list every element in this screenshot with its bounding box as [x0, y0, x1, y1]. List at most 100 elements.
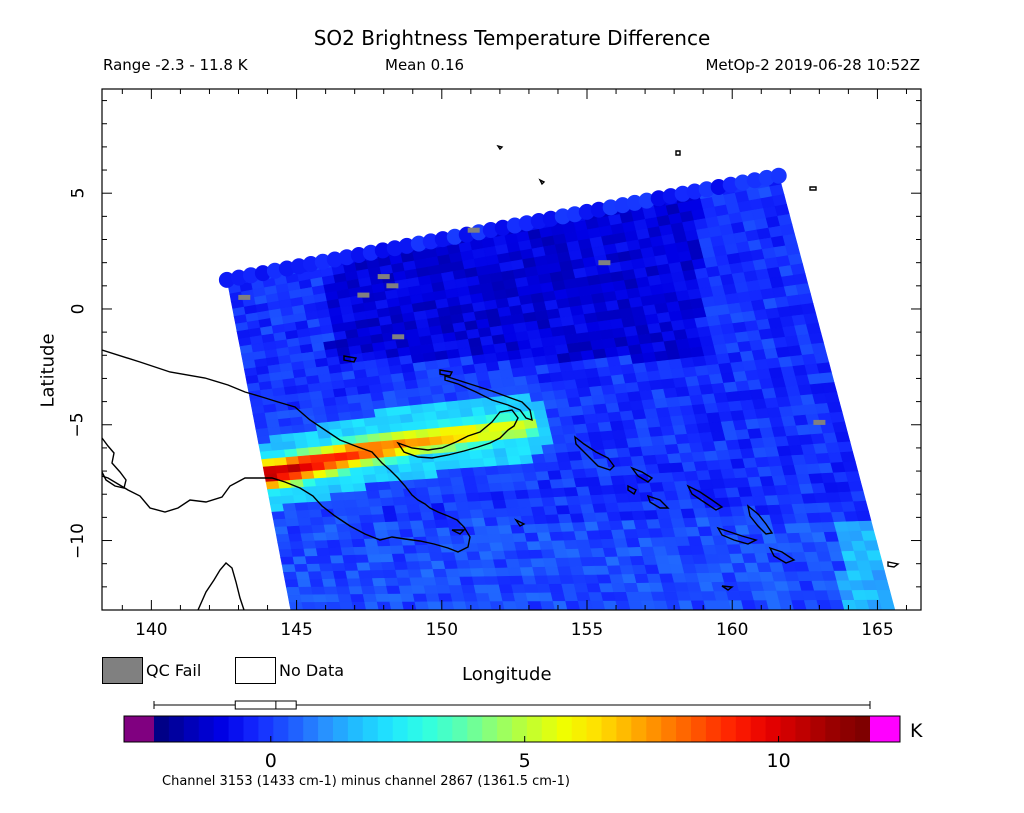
swath-pixel	[621, 574, 638, 584]
swath-pixel	[314, 540, 330, 549]
swath-pixel	[355, 498, 371, 509]
swath-pixel	[420, 569, 436, 579]
colorbar-cell	[691, 716, 707, 742]
colorbar-cell	[228, 716, 244, 742]
swath-edge-footprint	[566, 206, 583, 223]
swath-pixel	[646, 519, 662, 530]
swath-pixel	[349, 467, 364, 477]
swath-pixel	[521, 357, 536, 368]
colorbar-over-swatch	[870, 716, 900, 742]
swath-pixel	[652, 546, 668, 557]
swath-pixel	[537, 479, 553, 490]
x-tick-label: 165	[861, 620, 894, 640]
swath-pixel	[414, 601, 430, 610]
swath-pixel	[800, 302, 817, 316]
swath-pixel	[437, 477, 453, 488]
swath-pixel	[816, 600, 833, 610]
swath-pixel	[654, 555, 671, 566]
swath-pixel	[605, 556, 621, 567]
swath-pixel	[283, 510, 299, 520]
swath-pixel	[281, 564, 297, 573]
colorbar-cell	[377, 716, 394, 742]
swath-pixel	[385, 406, 401, 417]
swath-pixel	[531, 346, 546, 358]
colorbar-cell	[303, 716, 319, 742]
swath-pixel	[407, 396, 423, 407]
swath-pixel	[527, 436, 543, 447]
swath-pixel	[354, 434, 370, 445]
swath-pixel	[411, 470, 427, 481]
swath-pixel	[611, 529, 627, 540]
swath-pixel	[551, 380, 566, 392]
swath-pixel	[547, 363, 562, 374]
swath-pixel	[364, 482, 380, 492]
swath-edge-footprint	[398, 237, 415, 254]
swath-pixel	[267, 488, 282, 498]
swath-pixel	[348, 402, 363, 413]
swath-pixel	[497, 359, 513, 371]
swath-pixel	[525, 427, 541, 439]
swath-pixel	[445, 568, 461, 578]
swath-pixel	[455, 560, 471, 570]
swath-pixel	[625, 537, 641, 549]
swath-pixel	[368, 441, 383, 451]
swath-pixel	[590, 547, 606, 558]
swath-pixel	[676, 490, 692, 501]
swath-pixel	[370, 570, 386, 579]
swath-pixel	[467, 500, 483, 511]
island-small-j	[538, 178, 546, 186]
swath-pixel	[332, 444, 347, 454]
swath-pixel	[270, 441, 285, 452]
swath-pixel	[404, 553, 420, 563]
swath-pixel	[352, 482, 368, 493]
swath-edge-footprint	[494, 219, 511, 236]
swath-pixel	[458, 459, 474, 469]
swath-pixel	[437, 418, 452, 429]
swath-pixel	[423, 585, 439, 595]
swath-pixel	[588, 592, 604, 602]
swath-pixel	[483, 352, 499, 364]
swath-pixel	[513, 375, 529, 387]
colorbar-cell	[512, 716, 528, 742]
swath-pixel	[255, 427, 270, 438]
swath-pixel	[617, 556, 633, 567]
swath-pixel	[571, 574, 588, 585]
swath-edge-footprint	[530, 213, 547, 229]
swath-pixel	[383, 456, 399, 467]
swath-pixel	[339, 539, 354, 549]
swath-pixel	[563, 592, 579, 602]
swath-pixel	[387, 414, 402, 425]
colorbar-cell	[213, 716, 230, 742]
swath-pixel	[336, 403, 351, 414]
swath-pixel	[262, 465, 278, 475]
swath-pixel	[350, 475, 366, 485]
swath-pixel	[288, 471, 303, 481]
swath-pixel	[459, 407, 475, 418]
swath-pixel	[669, 564, 685, 575]
swath-pixel	[787, 253, 803, 266]
swath-edge-footprint	[362, 244, 379, 261]
swath-pixel	[397, 405, 413, 416]
swath-pixel	[546, 575, 563, 585]
swath-pixel	[512, 481, 528, 492]
swath-pixel	[293, 494, 308, 504]
swath-pixel	[657, 564, 673, 575]
swath-pixel	[346, 451, 361, 461]
swath-pixel	[470, 568, 486, 578]
swath-pixel	[349, 410, 365, 421]
swath-pixel	[368, 383, 384, 394]
swath-pixel	[703, 600, 720, 610]
swath-pixel	[580, 503, 596, 515]
swath-pixel	[371, 514, 386, 524]
swath-pixel	[582, 512, 598, 523]
qc-fail-pixel	[377, 274, 390, 280]
swath-pixel	[292, 556, 308, 565]
swath-pixel	[441, 383, 457, 395]
swath-pixel	[322, 397, 337, 407]
swath-pixel	[470, 458, 486, 469]
swath-pixel	[443, 502, 459, 512]
swath-edge-footprint	[338, 249, 355, 266]
channel-footnote: Channel 3153 (1433 cm-1) minus channel 2…	[162, 774, 570, 789]
swath-pixel	[338, 475, 354, 486]
swath-pixel	[383, 513, 399, 523]
